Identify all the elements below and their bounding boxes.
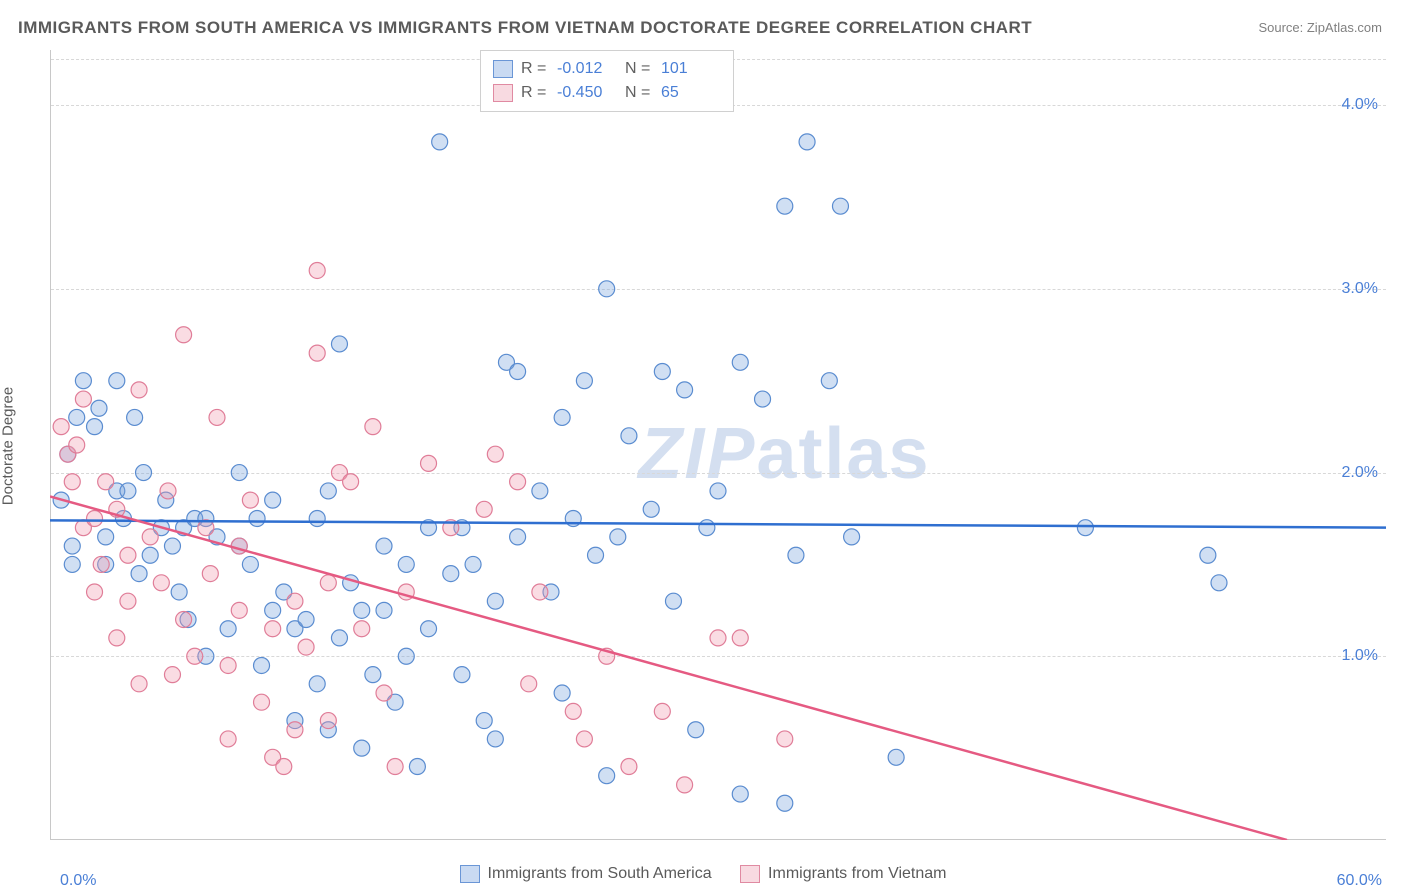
legend-item-blue: Immigrants from South America xyxy=(460,865,712,883)
watermark: ZIPatlas xyxy=(638,413,930,495)
stats-r-blue: -0.012 xyxy=(557,60,617,78)
legend-label-pink: Immigrants from Vietnam xyxy=(768,865,946,883)
swatch-blue-icon xyxy=(493,60,513,78)
source-prefix: Source: xyxy=(1258,20,1306,35)
legend-item-pink: Immigrants from Vietnam xyxy=(740,865,946,883)
chart-title: IMMIGRANTS FROM SOUTH AMERICA VS IMMIGRA… xyxy=(18,18,1032,38)
y-tick: 4.0% xyxy=(1342,96,1378,114)
stats-n-label: N = xyxy=(625,84,653,102)
stats-r-label: R = xyxy=(521,60,549,78)
source-label: Source: ZipAtlas.com xyxy=(1258,20,1382,35)
bottom-legend: Immigrants from South America Immigrants… xyxy=(0,865,1406,888)
swatch-pink-icon xyxy=(493,84,513,102)
stats-row-pink: R = -0.450 N = 65 xyxy=(493,81,721,105)
source-link[interactable]: ZipAtlas.com xyxy=(1307,20,1382,35)
x-tick-1: 60.0% xyxy=(1337,872,1382,890)
swatch-pink-icon xyxy=(740,865,760,883)
plot-area: ZIPatlas 1.0% 2.0% 3.0% 4.0% xyxy=(50,50,1386,840)
y-tick: 2.0% xyxy=(1342,464,1378,482)
y-tick: 3.0% xyxy=(1342,280,1378,298)
stats-n-label: N = xyxy=(625,60,653,78)
x-tick-0: 0.0% xyxy=(60,872,96,890)
stats-n-pink: 65 xyxy=(661,84,721,102)
stats-n-blue: 101 xyxy=(661,60,721,78)
legend-label-blue: Immigrants from South America xyxy=(488,865,712,883)
y-axis-label: Doctorate Degree xyxy=(0,387,17,505)
stats-r-pink: -0.450 xyxy=(557,84,617,102)
stats-row-blue: R = -0.012 N = 101 xyxy=(493,57,721,81)
swatch-blue-icon xyxy=(460,865,480,883)
stats-legend: R = -0.012 N = 101 R = -0.450 N = 65 xyxy=(480,50,734,112)
stats-r-label: R = xyxy=(521,84,549,102)
y-tick: 1.0% xyxy=(1342,647,1378,665)
